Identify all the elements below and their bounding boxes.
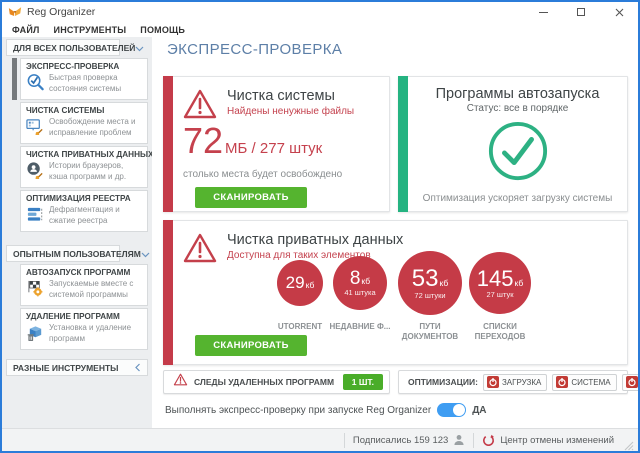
- autostart-caption: Оптимизация ускоряет загрузку системы: [422, 193, 613, 204]
- traces-count-badge: 1 ШТ.: [342, 374, 383, 390]
- sidebar-item-label: ЭКСПРЕСС-ПРОВЕРКА: [26, 62, 120, 71]
- private-clean-card: Чистка приватных данных Доступна для так…: [163, 220, 628, 365]
- optimizations-label: ОПТИМИЗАЦИИ:: [408, 377, 478, 387]
- main-content: ЭКСПРЕСС-ПРОВЕРКА Чистка системы Найдены…: [152, 37, 638, 428]
- minimize-button[interactable]: [524, 2, 562, 22]
- system-clean-card: Чистка системы Найдены ненужные файлы 72…: [163, 76, 390, 212]
- scan-system-button[interactable]: СКАНИРОВАТЬ: [195, 187, 307, 208]
- titlebar: Reg Organizer: [2, 2, 638, 22]
- sidebar-item-label: ЧИСТКА ПРИВАТНЫХ ДАННЫХ: [26, 150, 154, 159]
- power-icon: [486, 376, 499, 388]
- card-title: Чистка приватных данных: [227, 232, 404, 248]
- private-item-jump-lists[interactable]: 145 кб 27 штук СПИСКИ ПЕРЕХОДОВ: [460, 247, 540, 347]
- sidebar: ДЛЯ ВСЕХ ПОЛЬЗОВАТЕЛЕЙ ЭКСПРЕСС-ПРОВЕРКА…: [2, 37, 154, 428]
- close-button[interactable]: [600, 2, 638, 22]
- sidebar-item-description: Освобождение места и исправление проблем: [49, 117, 136, 137]
- optimizations-box: ОПТИМИЗАЦИИ: ЗАГРУЗКА СИСТЕМА ИНТЕРНЕТ: [398, 370, 638, 394]
- autostart-icon: [26, 279, 45, 298]
- window-controls: [524, 2, 638, 22]
- menubar: ФАЙЛ ИНСТРУМЕНТЫ ПОМОЩЬ: [2, 22, 638, 37]
- sidebar-item-description: Быстрая проверка состояния системы: [49, 73, 122, 93]
- private-item-recent-files[interactable]: 8 кб 41 штука НЕДАВНИЕ Ф...: [320, 247, 400, 347]
- express-check-icon: [26, 73, 45, 92]
- sidebar-item-autostart[interactable]: АВТОЗАПУСК ПРОГРАММ Запускаемые вместе с…: [20, 264, 148, 306]
- autostart-card: Программы автозапуска Статус: все в поря…: [398, 76, 628, 212]
- check-circle-icon: [408, 120, 627, 187]
- sidebar-item-description: Запускаемые вместе с системой программы: [49, 279, 134, 299]
- menu-file[interactable]: ФАЙЛ: [12, 24, 40, 35]
- sidebar-item-system-clean[interactable]: ЧИСТКА СИСТЕМЫ Освобождение места и испр…: [20, 102, 148, 144]
- maximize-button[interactable]: [562, 2, 600, 22]
- autostart-status: Статус: все в порядке: [466, 103, 569, 114]
- sidebar-item-private-clean[interactable]: ЧИСТКА ПРИВАТНЫХ ДАННЫХ Истории браузеро…: [20, 146, 154, 188]
- menu-help[interactable]: ПОМОЩЬ: [140, 24, 186, 35]
- group-label: ДЛЯ ВСЕХ ПОЛЬЗОВАТЕЛЕЙ: [13, 42, 136, 53]
- optimize-internet-button[interactable]: ИНТЕРНЕТ: [621, 373, 638, 391]
- power-icon: [556, 376, 569, 388]
- sidebar-group-all-users[interactable]: ДЛЯ ВСЕХ ПОЛЬЗОВАТЕЛЕЙ: [6, 39, 144, 56]
- user-icon: [454, 435, 464, 445]
- private-clean-icon: [26, 161, 45, 180]
- warning-icon: [182, 88, 218, 120]
- chevron-down-icon: [141, 245, 150, 263]
- statusbar-divider: [343, 432, 345, 448]
- scan-private-button[interactable]: СКАНИРОВАТЬ: [195, 335, 307, 356]
- subscribers-link[interactable]: Подписались 159 123: [353, 434, 465, 446]
- statusbar: Подписались 159 123 Центр отмены изменен…: [2, 428, 638, 451]
- cleanup-amount: 72 МБ / 277 штук: [183, 120, 323, 161]
- app-logo-icon: [8, 6, 22, 18]
- sidebar-item-label: ОПТИМИЗАЦИЯ РЕЕСТРА: [26, 194, 131, 203]
- undo-icon: [483, 434, 495, 446]
- cleanup-caption: столько места будет освобождено: [183, 169, 343, 180]
- sidebar-item-label: АВТОЗАПУСК ПРОГРАММ: [26, 268, 131, 277]
- optimize-boot-button[interactable]: ЗАГРУЗКА: [482, 373, 548, 391]
- undo-center-link[interactable]: Центр отмены изменений: [482, 434, 614, 447]
- card-accent-bar: [163, 76, 173, 212]
- sidebar-item-registry-optimize[interactable]: ОПТИМИЗАЦИЯ РЕЕСТРА Дефрагментация и сжа…: [20, 190, 148, 232]
- page-title: ЭКСПРЕСС-ПРОВЕРКА: [167, 41, 343, 58]
- group-label: РАЗНЫЕ ИНСТРУМЕНТЫ: [13, 362, 119, 373]
- card-accent-bar: [163, 220, 173, 365]
- system-clean-icon: [26, 117, 45, 136]
- window-title: Reg Organizer: [27, 6, 96, 18]
- group-label: ОПЫТНЫМ ПОЛЬЗОВАТЕЛЯМ: [13, 248, 141, 259]
- card-subtitle: Найдены ненужные файлы: [227, 106, 355, 117]
- startup-toggle-label: Выполнять экспресс-проверку при запуске …: [165, 404, 432, 416]
- card-title: Чистка системы: [227, 88, 335, 104]
- power-icon: [625, 376, 638, 388]
- uninstall-icon: [26, 323, 45, 342]
- resize-grip-icon[interactable]: [624, 441, 634, 451]
- card-subtitle: Доступна для таких элементов: [227, 250, 371, 261]
- chevron-down-icon: [135, 39, 144, 57]
- statusbar-divider: [473, 432, 475, 448]
- registry-optimize-icon: [26, 205, 45, 224]
- traces-label: СЛЕДЫ УДАЛЕННЫХ ПРОГРАММ: [194, 377, 335, 387]
- warning-icon: [182, 232, 218, 264]
- startup-check-row: Выполнять экспресс-проверку при запуске …: [165, 403, 487, 417]
- sidebar-item-uninstall[interactable]: УДАЛЕНИЕ ПРОГРАММ Установка и удаление п…: [20, 308, 148, 350]
- sidebar-item-label: УДАЛЕНИЕ ПРОГРАММ: [26, 312, 120, 321]
- startup-toggle-state: ДА: [472, 404, 487, 416]
- menu-tools[interactable]: ИНСТРУМЕНТЫ: [53, 24, 127, 35]
- warning-icon: [173, 373, 188, 391]
- sidebar-item-description: Дефрагментация и сжатие реестра: [49, 205, 120, 225]
- card-title: Программы автозапуска: [435, 86, 600, 102]
- sidebar-item-label: ЧИСТКА СИСТЕМЫ: [26, 106, 105, 115]
- deleted-traces-box[interactable]: СЛЕДЫ УДАЛЕННЫХ ПРОГРАММ 1 ШТ.: [163, 370, 390, 394]
- sidebar-group-advanced[interactable]: ОПЫТНЫМ ПОЛЬЗОВАТЕЛЯМ: [6, 245, 150, 262]
- sidebar-item-description: Истории браузеров, кэша программ и др.: [49, 161, 127, 181]
- sidebar-item-express-check[interactable]: ЭКСПРЕСС-ПРОВЕРКА Быстрая проверка состо…: [12, 58, 148, 100]
- sidebar-item-description: Установка и удаление программ: [49, 323, 132, 343]
- optimize-system-button[interactable]: СИСТЕМА: [552, 373, 617, 391]
- startup-toggle[interactable]: [437, 403, 467, 417]
- sidebar-group-misc[interactable]: РАЗНЫЕ ИНСТРУМЕНТЫ: [6, 359, 148, 376]
- card-accent-bar: [398, 76, 408, 212]
- private-item-utorrent[interactable]: 29 кб UTORRENT: [260, 247, 340, 347]
- chevron-left-icon: [135, 359, 141, 377]
- private-item-document-paths[interactable]: 53 кб 72 штуки ПУТИ ДОКУМЕНТОВ: [390, 247, 470, 347]
